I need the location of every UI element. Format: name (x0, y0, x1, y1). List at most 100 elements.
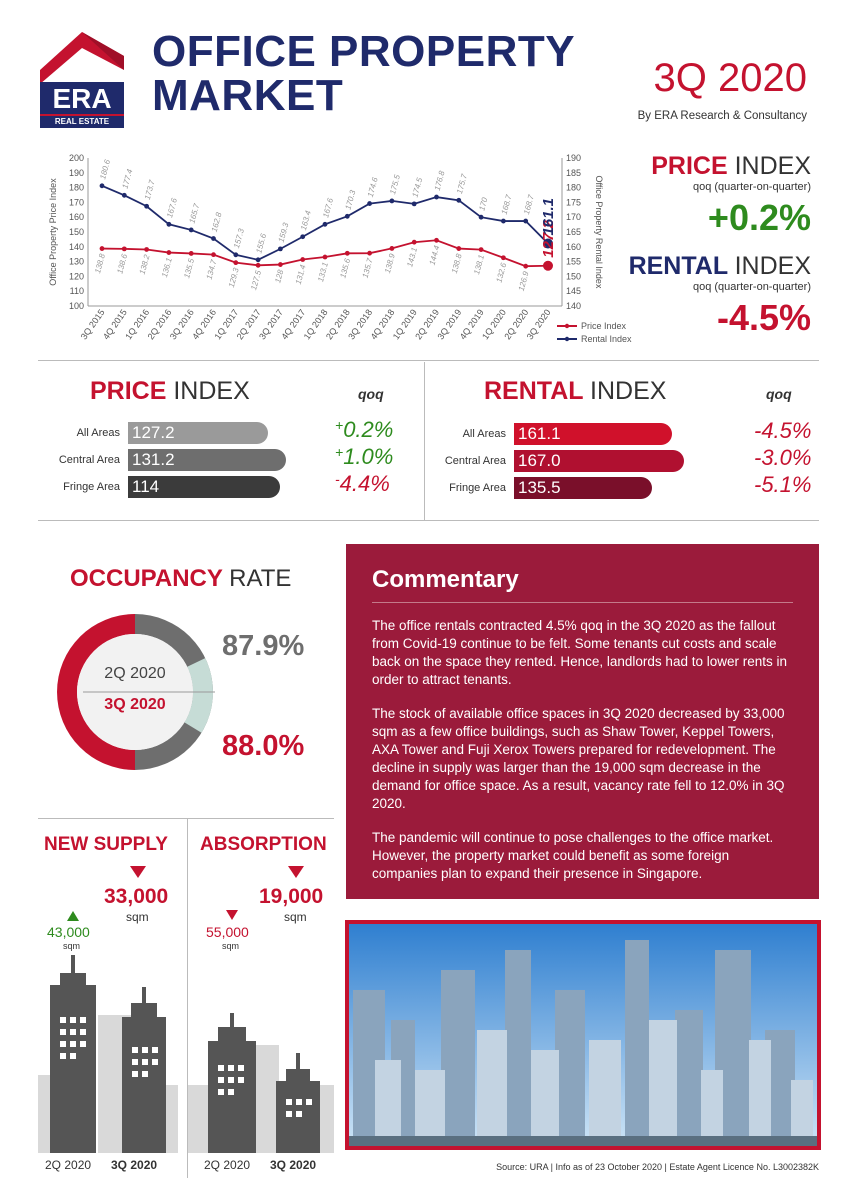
new-supply-curr-label: 3Q 2020 (111, 1158, 158, 1172)
bar-row-label: All Areas (76, 427, 120, 439)
absorption-title: ABSORPTION (200, 834, 327, 855)
data-point (278, 262, 283, 267)
data-point (300, 234, 306, 240)
data-point (322, 221, 328, 227)
rental-index-title: RENTAL INDEX (484, 377, 667, 405)
data-label: 170.3 (344, 189, 358, 211)
qoq-text: 4.4% (339, 471, 390, 496)
bar-row-label: Fringe Area (63, 481, 120, 493)
qoq-value: +0.2% (335, 417, 393, 443)
data-label: 132.6 (494, 261, 508, 283)
building-icon (50, 955, 96, 1153)
summary-rental-sub: qoq (quarter-on-quarter) (692, 281, 811, 293)
data-label: 138.9 (383, 252, 397, 274)
data-point (188, 227, 194, 233)
y-tick-label-left: 170 (69, 197, 84, 207)
data-point (367, 250, 372, 256)
data-label: 165.7 (187, 202, 201, 224)
data-point (322, 254, 328, 260)
occupancy-prev-arc (135, 614, 213, 770)
data-label: 138.6 (115, 253, 129, 275)
up-arrow-icon (67, 911, 79, 921)
legend-marker (564, 323, 570, 329)
footer-source: Source: URA | Info as of 23 October 2020… (496, 1162, 819, 1172)
index-bar: 167.0 (514, 450, 684, 472)
data-point (99, 246, 105, 251)
data-point (255, 257, 261, 263)
data-label: 131.4 (294, 263, 308, 285)
y-tick-label-right: 150 (566, 271, 581, 281)
new-supply-prev-unit: sqm (63, 941, 81, 951)
y-tick-label-left: 140 (69, 242, 84, 252)
occupancy-title: OCCUPANCY RATE (70, 565, 292, 592)
y-tick-label-right: 190 (566, 153, 581, 163)
divider (38, 818, 334, 819)
y-tick-label-left: 200 (69, 153, 84, 163)
new-supply-curr-unit: sqm (126, 910, 149, 924)
commentary-paragraph: The office rentals contracted 4.5% qoq i… (372, 618, 787, 687)
data-label: 177.4 (121, 168, 135, 190)
absorption-curr-label: 3Q 2020 (270, 1158, 317, 1172)
occupancy-curr-value: 88.0% (222, 730, 305, 762)
data-label: 173.7 (143, 179, 157, 201)
data-point (344, 213, 350, 219)
absorption-prev-unit: sqm (222, 941, 240, 951)
data-point (478, 214, 484, 220)
y-tick-label-left: 110 (70, 286, 84, 296)
summary-rental-pct: -4.5% (716, 297, 811, 338)
data-point (367, 201, 372, 206)
commentary-paragraph: The stock of available office spaces in … (372, 706, 785, 811)
summary-rental-title-bold: RENTAL (628, 252, 728, 280)
occupancy-curr-arc (57, 614, 135, 770)
data-label: 126.9 (517, 270, 531, 292)
absorption-curr-unit: sqm (284, 910, 307, 924)
absorption-curr-value: 19,000 (259, 885, 324, 908)
y-tick-label-left: 190 (69, 168, 84, 178)
new-supply-prev-value: 43,000 (47, 924, 90, 940)
data-point (144, 247, 149, 252)
data-point (211, 252, 216, 258)
data-point (389, 246, 395, 251)
data-label: 174.6 (366, 176, 380, 198)
data-label: 134.7 (205, 258, 219, 280)
data-point (121, 246, 127, 252)
data-point (411, 201, 417, 207)
occupancy-prev-value: 87.9% (222, 630, 305, 662)
last-price-label: 127.2 (540, 220, 557, 258)
new-supply-title: NEW SUPPLY (44, 834, 168, 855)
data-point (166, 221, 172, 227)
divider (187, 818, 188, 1178)
data-point (523, 218, 529, 224)
absorption-prev-label: 2Q 2020 (204, 1158, 251, 1172)
y-tick-label-right: 170 (566, 212, 581, 222)
data-point (523, 263, 529, 269)
bar-row-label: All Areas (462, 428, 506, 440)
data-point (543, 260, 553, 271)
index-bar: 114 (128, 476, 280, 498)
data-point (233, 260, 239, 266)
y-tick-label-right: 180 (566, 183, 581, 193)
new-supply-curr-value: 33,000 (104, 885, 169, 908)
summary-price-pct: +0.2% (707, 197, 811, 238)
index-bar: 161.1 (514, 423, 672, 445)
bar-row-label: Fringe Area (449, 482, 506, 494)
data-label: 162.8 (210, 211, 224, 233)
data-point (456, 246, 462, 251)
y-tick-label-right: 145 (566, 286, 581, 296)
building-icon (122, 987, 166, 1153)
qoq-sign: + (335, 444, 344, 460)
summary-price-sub: qoq (quarter-on-quarter) (692, 181, 811, 193)
data-label: 129.3 (227, 266, 241, 288)
data-label: 133.1 (316, 261, 330, 283)
qoq-sign: + (335, 417, 344, 433)
divider (424, 362, 425, 520)
data-label: 157.3 (232, 227, 246, 249)
data-label: 135.5 (182, 257, 196, 279)
summary-rental: RENTAL INDEX qoq (quarter-on-quarter) -4… (601, 252, 811, 339)
qoq-text: -5.1% (754, 472, 812, 497)
data-label: 138.8 (450, 252, 464, 274)
data-label: 135.7 (361, 257, 375, 279)
legend-label: Rental Index (581, 334, 632, 344)
bar-row-label: Central Area (58, 454, 120, 466)
price-qoq-header: qoq (358, 386, 384, 402)
